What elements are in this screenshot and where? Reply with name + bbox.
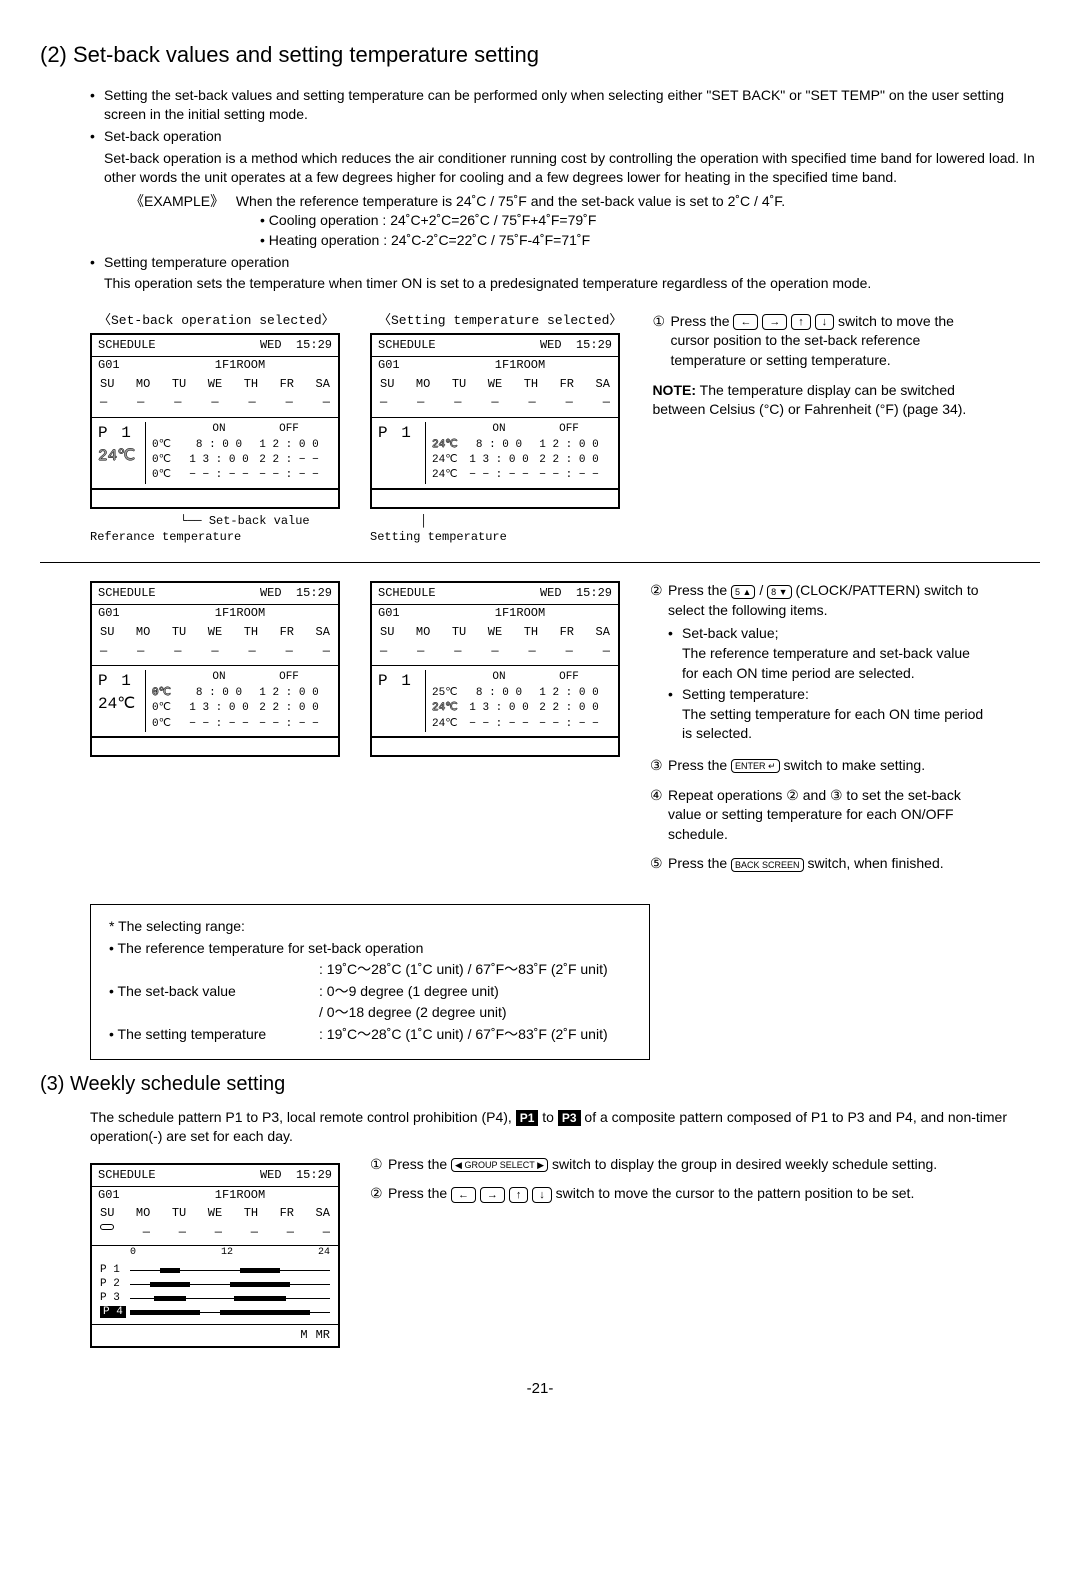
enter-button[interactable]: ENTER ↵ xyxy=(731,759,780,773)
lcd-t1: 8 : 0 0 xyxy=(184,438,254,453)
pattern-row: P 1 xyxy=(100,1264,330,1278)
pattern-row: P 2 xyxy=(100,1278,330,1292)
group-select-button[interactable]: ◀ GROUP SELECT ▶ xyxy=(451,1158,548,1172)
lcd1-title: 〈Set-back operation selected〉 xyxy=(98,312,340,330)
example-heat: • Heating operation : 24˚C-2˚C=22˚C / 75… xyxy=(260,231,1040,251)
lcd-schedule: SCHEDULE xyxy=(98,337,156,354)
lcd-on: ON xyxy=(184,422,254,437)
s2-p2-title: Set-back operation xyxy=(104,127,222,147)
section2-body: • Setting the set-back values and settin… xyxy=(90,86,1040,294)
bullet: • xyxy=(90,253,104,273)
note-text: The temperature display can be switched … xyxy=(652,382,966,418)
s2-p1: Setting the set-back values and setting … xyxy=(104,86,1040,125)
lcd-time: 15:29 xyxy=(296,338,332,352)
lcd-room: 1F1ROOM xyxy=(148,357,332,374)
instructions-1: ① Press the ← → ↑ ↓ switch to move the c… xyxy=(652,312,992,547)
arrow-left-button[interactable]: ← xyxy=(451,1187,476,1203)
selecting-range-box: * The selecting range: • The reference t… xyxy=(90,904,650,1060)
circled-5-icon: ⑤ xyxy=(650,854,668,874)
lcd-setback-1: SCHEDULE WED 15:29 G011F1ROOM SUMOTUWETH… xyxy=(90,333,340,509)
example-cool: • Cooling operation : 24˚C+2˚C=26˚C / 75… xyxy=(260,211,1040,231)
lcd-row-2: SCHEDULE WED 15:29 G011F1ROOM SUMOTUWETH… xyxy=(90,581,1040,884)
page-number: -21- xyxy=(40,1378,1040,1399)
lcd-settemp-1: SCHEDULE WED 15:29 G011F1ROOM SUMOTUWETH… xyxy=(370,333,620,509)
example-text: When the reference temperature is 24˚C /… xyxy=(236,193,785,209)
lcd1-anno: └── Set-back value Referance temperature xyxy=(90,513,340,547)
clock-up-button[interactable]: 5 ▲ xyxy=(731,585,755,599)
p1-chip: P1 xyxy=(516,1110,539,1127)
example-label: 《EXAMPLE》 xyxy=(130,193,224,209)
weekly-instructions: ① Press the ◀ GROUP SELECT ▶ switch to d… xyxy=(370,1155,1040,1348)
arrow-left-button[interactable]: ← xyxy=(733,314,758,330)
circled-2-icon: ② xyxy=(370,1184,388,1204)
lcd-ref-temp: 24℃ xyxy=(98,445,141,467)
lcd-wed: WED xyxy=(260,338,282,352)
section2-title: (2) Set-back values and setting temperat… xyxy=(40,40,1040,71)
circled-1-icon: ① xyxy=(370,1155,388,1175)
divider xyxy=(40,562,1040,563)
arrow-right-button[interactable]: → xyxy=(480,1187,505,1203)
p3-chip: P3 xyxy=(558,1110,581,1127)
arrow-up-button[interactable]: ↑ xyxy=(509,1187,529,1203)
lcd-dashes: ——————— xyxy=(92,394,338,417)
arrow-up-button[interactable]: ↑ xyxy=(791,314,811,330)
circled-3-icon: ③ xyxy=(650,756,668,776)
circled-1-icon: ① xyxy=(652,312,670,371)
lcd-setback-2: SCHEDULE WED 15:29 G011F1ROOM SUMOTUWETH… xyxy=(90,581,340,757)
lcd-g01: G01 xyxy=(98,357,148,374)
pattern-row-p4: P 4 xyxy=(100,1306,330,1320)
section3-intro: The schedule pattern P1 to P3, local rem… xyxy=(90,1108,1040,1147)
circled-2-icon: ② xyxy=(650,581,668,746)
section3-title: (3) Weekly schedule setting xyxy=(40,1070,1040,1098)
clock-down-button[interactable]: 8 ▼ xyxy=(767,585,791,599)
weekly-schedule-lcd: SCHEDULE WED 15:29 G011F1ROOM SUMOTUWETH… xyxy=(90,1163,340,1348)
lcd2-anno: │ Setting temperature xyxy=(370,513,622,547)
pattern-row: P 3 xyxy=(100,1292,330,1306)
lcd-settemp: 24℃ xyxy=(432,438,464,453)
m-label: M xyxy=(300,1327,307,1344)
lcd-t2: 1 2 : 0 0 xyxy=(254,438,324,453)
lcd2-title: 〈Setting temperature selected〉 xyxy=(378,312,622,330)
circled-4-icon: ④ xyxy=(650,786,668,845)
note-label: NOTE: xyxy=(652,382,696,398)
instructions-2-5: ② Press the 5 ▲ / 8 ▼ (CLOCK/PATTERN) sw… xyxy=(650,581,990,884)
lcd-p1: P 1 xyxy=(98,422,141,444)
lcd-days: SUMOTUWETHFRSA xyxy=(92,374,338,395)
bullet: • xyxy=(90,127,104,147)
arrow-down-button[interactable]: ↓ xyxy=(532,1187,552,1203)
s2-p2: Set-back operation is a method which red… xyxy=(104,149,1040,188)
mr-label: MR xyxy=(316,1327,330,1344)
s2-p3-title: Setting temperature operation xyxy=(104,253,289,273)
back-screen-button[interactable]: BACK SCREEN xyxy=(731,858,804,872)
lcd-tcol: 0℃ xyxy=(152,438,184,453)
lcd-off: OFF xyxy=(254,422,324,437)
lcd-settemp-2: SCHEDULE WED 15:29 G011F1ROOM SUMOTUWETH… xyxy=(370,581,620,757)
arrow-right-button[interactable]: → xyxy=(762,314,787,330)
bullet: • xyxy=(90,86,104,125)
arrow-down-button[interactable]: ↓ xyxy=(815,314,835,330)
s2-p3: This operation sets the temperature when… xyxy=(104,274,1040,294)
lcd-row-1: 〈Set-back operation selected〉 SCHEDULE W… xyxy=(90,312,1040,547)
